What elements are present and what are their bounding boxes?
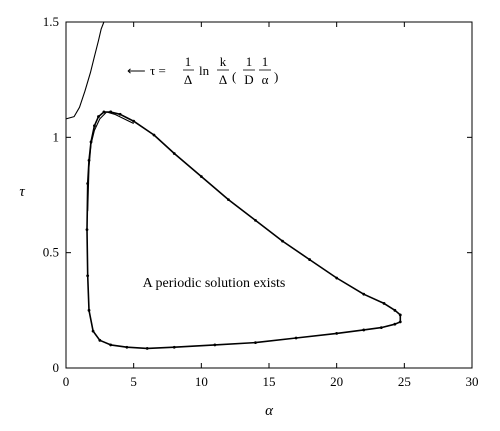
series-point xyxy=(98,338,102,342)
series-point xyxy=(213,343,217,347)
series-point xyxy=(86,274,90,278)
y-tick-label: 0 xyxy=(53,360,60,375)
formula-right-paren: ) xyxy=(274,69,278,84)
series-point xyxy=(362,328,366,332)
x-tick-label: 20 xyxy=(330,374,343,389)
series-point xyxy=(398,313,402,317)
series-point xyxy=(145,346,149,350)
series-point xyxy=(125,345,129,349)
series-point xyxy=(335,332,339,335)
data-series xyxy=(65,21,402,350)
formula-frac3-den: D xyxy=(244,72,253,87)
x-tick-label: 5 xyxy=(130,374,137,389)
series-point xyxy=(281,239,284,243)
series-point xyxy=(335,276,339,280)
formula-frac4-den: α xyxy=(262,72,269,87)
series-point xyxy=(294,336,298,340)
series-line-1 xyxy=(65,21,105,120)
series-point xyxy=(102,110,106,114)
formula-left-paren: ( xyxy=(232,69,236,84)
series-point xyxy=(398,320,402,324)
x-tick-label: 10 xyxy=(195,374,208,389)
formula-frac2-den: Δ xyxy=(219,72,227,87)
series-point xyxy=(172,345,176,349)
x-axis-label: α xyxy=(265,403,274,419)
formula-annotation: ⟵ τ = 1 Δ ln k Δ ( 1 D 1 α ) xyxy=(127,54,278,87)
y-tick-label: 1.5 xyxy=(43,14,59,29)
series-point xyxy=(393,308,397,312)
series-point xyxy=(93,124,96,128)
y-tick-label: 1 xyxy=(53,129,60,144)
formula-frac2-num: k xyxy=(220,54,227,69)
x-tick-label: 0 xyxy=(63,374,70,389)
formula-frac3-num: 1 xyxy=(246,54,253,69)
series-point xyxy=(379,326,383,330)
series-point xyxy=(227,198,230,202)
formula-frac4-num: 1 xyxy=(262,54,269,69)
series-point xyxy=(254,218,257,222)
series-point xyxy=(382,302,386,305)
y-axis-label: τ xyxy=(19,184,25,200)
series-point xyxy=(85,228,89,232)
series-line-3 xyxy=(87,111,134,212)
x-tick-label: 30 xyxy=(466,374,479,389)
formula-frac1-num: 1 xyxy=(185,54,192,69)
series-point xyxy=(109,343,113,347)
formula-arrow: ⟵ xyxy=(127,63,146,78)
series-point xyxy=(87,308,91,312)
series-point xyxy=(152,133,156,137)
formula-frac1-den: Δ xyxy=(184,72,192,87)
series-point xyxy=(97,115,100,118)
formula-lhs: τ = xyxy=(150,63,166,78)
axis-ticks: 0 5 10 15 20 25 30 0 0.5 1 1.5 xyxy=(43,14,479,389)
x-tick-label: 15 xyxy=(263,374,276,389)
region-annotation: A periodic solution exists xyxy=(143,276,286,291)
series-point xyxy=(362,292,366,296)
series-point xyxy=(132,119,136,123)
series-point xyxy=(254,341,257,345)
formula-ln: ln xyxy=(199,63,210,78)
series-point xyxy=(118,112,122,116)
series-point xyxy=(393,322,397,326)
series-line-2 xyxy=(86,111,402,350)
series-point xyxy=(199,175,203,178)
series-point xyxy=(172,152,176,155)
y-tick-label: 0.5 xyxy=(43,245,59,260)
series-point xyxy=(91,329,95,333)
x-tick-label: 25 xyxy=(398,374,411,389)
series-point xyxy=(308,258,311,261)
